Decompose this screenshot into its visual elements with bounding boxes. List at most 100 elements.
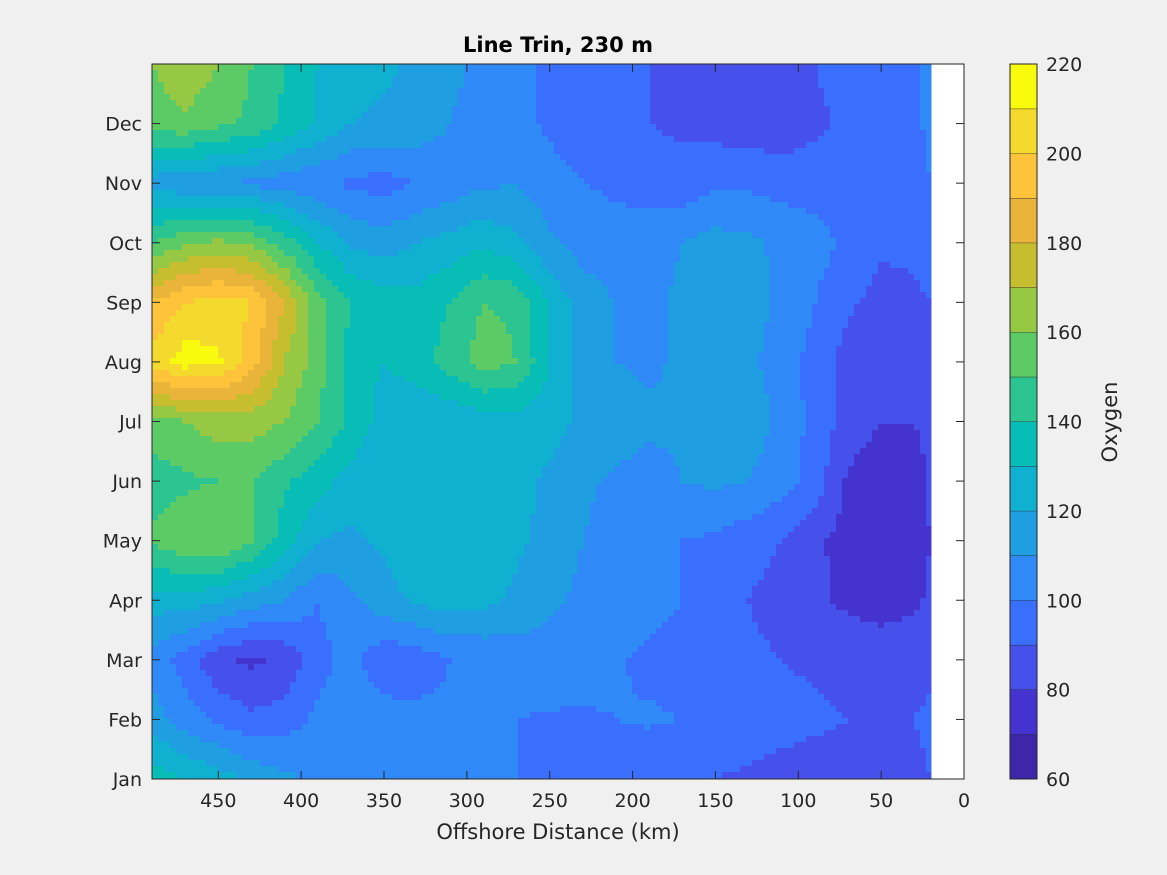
contour-cell xyxy=(518,280,525,287)
contour-cell xyxy=(320,292,327,299)
contour-cell xyxy=(596,118,603,125)
contour-cell xyxy=(470,142,477,149)
contour-cell xyxy=(512,268,519,275)
contour-cell xyxy=(488,268,495,275)
contour-cell xyxy=(224,76,231,83)
contour-cell xyxy=(746,88,753,95)
contour-cell xyxy=(320,232,327,239)
contour-cell xyxy=(458,70,465,77)
contour-cell xyxy=(836,226,843,233)
contour-cell xyxy=(890,256,897,263)
contour-cell xyxy=(818,76,825,83)
contour-cell xyxy=(266,124,273,131)
contour-cell xyxy=(578,64,585,71)
contour-cell xyxy=(188,154,195,161)
contour-cell xyxy=(344,280,351,287)
contour-cell xyxy=(446,70,453,77)
contour-cell xyxy=(266,136,273,143)
contour-cell xyxy=(734,178,741,185)
contour-cell xyxy=(188,280,195,287)
contour-cell xyxy=(770,100,777,107)
contour-cell xyxy=(422,160,429,167)
contour-cell xyxy=(524,226,531,233)
contour-cell xyxy=(776,154,783,161)
contour-cell xyxy=(164,244,171,251)
contour-cell xyxy=(368,238,375,245)
contour-cell xyxy=(464,106,471,113)
contour-cell xyxy=(392,154,399,161)
contour-cell xyxy=(452,154,459,161)
contour-cell xyxy=(236,106,243,113)
contour-cell xyxy=(866,202,873,209)
contour-cell xyxy=(614,202,621,209)
contour-cell xyxy=(158,130,165,137)
contour-cell xyxy=(572,214,579,221)
contour-cell xyxy=(704,142,711,149)
contour-cell xyxy=(644,130,651,137)
contour-cell xyxy=(920,214,927,221)
contour-cell xyxy=(596,190,603,197)
contour-cell xyxy=(650,94,657,101)
contour-cell xyxy=(542,88,549,95)
contour-cell xyxy=(200,148,207,155)
contour-cell xyxy=(740,262,747,269)
contour-cell xyxy=(428,256,435,263)
contour-cell xyxy=(602,232,609,239)
contour-cell xyxy=(362,262,369,269)
contour-cell xyxy=(260,244,267,251)
contour-cell xyxy=(248,64,255,71)
contour-cell xyxy=(818,94,825,101)
contour-cell xyxy=(338,82,345,89)
contour-cell xyxy=(464,70,471,77)
contour-cell xyxy=(314,292,321,299)
contour-cell xyxy=(788,262,795,269)
contour-cell xyxy=(638,142,645,149)
contour-cell xyxy=(344,292,351,299)
contour-cell xyxy=(404,136,411,143)
contour-cell xyxy=(248,136,255,143)
contour-cell xyxy=(530,214,537,221)
contour-cell xyxy=(776,184,783,191)
contour-cell xyxy=(608,70,615,77)
contour-cell xyxy=(428,172,435,179)
contour-cell xyxy=(236,286,243,293)
contour-cell xyxy=(320,214,327,221)
contour-cell xyxy=(572,232,579,239)
contour-cell xyxy=(656,166,663,173)
contour-cell xyxy=(368,250,375,257)
contour-cell xyxy=(590,274,597,281)
contour-cell xyxy=(890,184,897,191)
contour-cell xyxy=(500,76,507,83)
contour-cell xyxy=(350,76,357,83)
contour-cell xyxy=(686,274,693,281)
contour-cell xyxy=(584,124,591,131)
contour-cell xyxy=(428,292,435,299)
contour-cell xyxy=(500,232,507,239)
contour-cell xyxy=(368,208,375,215)
contour-cell xyxy=(698,94,705,101)
contour-cell xyxy=(716,226,723,233)
contour-cell xyxy=(890,70,897,77)
contour-cell xyxy=(482,160,489,167)
contour-cell xyxy=(716,214,723,221)
contour-cell xyxy=(356,124,363,131)
contour-cell xyxy=(362,82,369,89)
contour-cell xyxy=(878,286,885,293)
contour-cell xyxy=(398,70,405,77)
contour-cell xyxy=(902,118,909,125)
contour-cell xyxy=(272,292,279,299)
contour-cell xyxy=(440,124,447,131)
contour-cell xyxy=(404,118,411,125)
contour-cell xyxy=(224,88,231,95)
contour-cell xyxy=(488,82,495,89)
contour-cell xyxy=(884,232,891,239)
contour-cell xyxy=(650,130,657,137)
contour-cell xyxy=(368,214,375,221)
contour-cell xyxy=(392,124,399,131)
contour-cell xyxy=(812,232,819,239)
contour-cell xyxy=(626,250,633,257)
contour-cell xyxy=(164,208,171,215)
contour-cell xyxy=(188,274,195,281)
contour-cell xyxy=(278,196,285,203)
contour-cell xyxy=(872,118,879,125)
